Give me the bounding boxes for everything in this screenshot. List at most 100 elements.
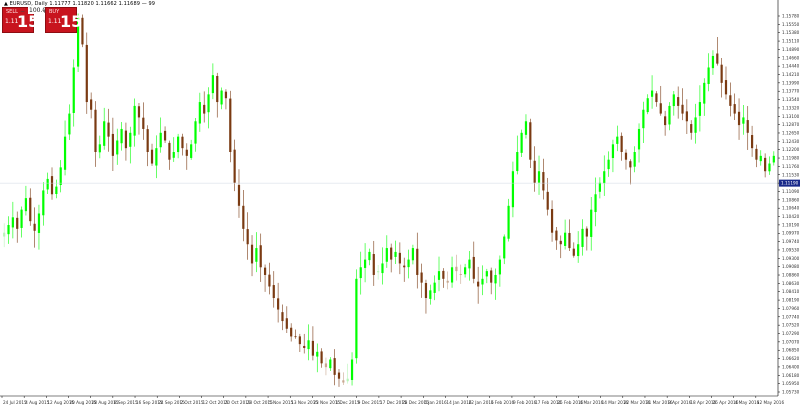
price-tick-label: 1.06400 <box>782 364 800 369</box>
price-tick-label: 1.07960 <box>782 306 800 311</box>
candle <box>524 114 528 139</box>
candle <box>650 75 654 109</box>
candle <box>394 240 397 264</box>
candle <box>390 243 393 273</box>
candle <box>550 200 554 242</box>
price-tick-label: 1.06620 <box>782 356 800 361</box>
candle <box>703 78 706 116</box>
lot-size-input[interactable]: 100.00 <box>28 7 51 14</box>
price-tick-label: 1.09530 <box>782 247 800 252</box>
candle <box>285 306 288 334</box>
candle <box>272 271 275 308</box>
candle <box>677 86 680 119</box>
buy-price-prefix: 1.11 <box>48 18 62 25</box>
candle <box>207 87 210 129</box>
price-tag-label: 1.11190 <box>781 181 799 186</box>
candle <box>303 333 306 354</box>
candle <box>498 255 501 287</box>
candle <box>342 372 345 385</box>
candle <box>329 357 332 372</box>
candle <box>711 50 715 75</box>
candle <box>742 104 745 135</box>
candle <box>90 92 93 119</box>
sell-button[interactable]: SELL 1.11 15 0 <box>2 7 39 33</box>
candle <box>655 91 658 107</box>
candle <box>311 326 315 361</box>
price-tick-label: 1.09740 <box>782 239 800 244</box>
price-tick-label: 1.07070 <box>782 339 800 344</box>
candle <box>181 133 184 156</box>
candle <box>707 53 710 92</box>
candle <box>255 232 258 273</box>
candle <box>233 139 236 192</box>
candle <box>472 241 475 284</box>
candle <box>516 135 519 175</box>
time-tick-label: 20 Aug 2015 <box>70 400 97 405</box>
time-tick-label: 4 May 2016 <box>735 400 760 405</box>
time-tick-label: 24 Jul 2015 <box>3 400 27 405</box>
candle <box>446 271 449 290</box>
candle <box>63 120 67 176</box>
candle <box>468 251 471 281</box>
lot-increase-button[interactable]: + <box>42 8 47 15</box>
candle <box>216 72 219 118</box>
candle <box>190 139 193 160</box>
lot-size-control: − 100.00 + <box>20 7 51 19</box>
candle <box>372 240 375 286</box>
candle <box>729 82 732 117</box>
candle <box>168 140 171 170</box>
price-tick-label: 1.14210 <box>782 72 800 77</box>
candle <box>490 267 493 295</box>
candle <box>429 284 432 305</box>
lot-decrease-button[interactable]: − <box>20 8 26 15</box>
candle <box>385 235 388 268</box>
candles-group <box>3 13 775 387</box>
candle <box>224 89 228 110</box>
price-tick-label: 1.13770 <box>782 89 800 94</box>
candle <box>59 160 62 193</box>
sell-label: SELL <box>6 9 18 15</box>
candle <box>577 231 580 263</box>
price-tick-label: 1.10640 <box>782 206 800 211</box>
candle <box>307 324 310 361</box>
price-axis[interactable]: 1.15780 1.15550 1.15380 1.15110 1.14890 1.146… <box>777 0 800 396</box>
candle <box>581 219 584 256</box>
time-tick-label: 1 Feb 2016 <box>491 400 515 405</box>
price-tick-label: 1.08410 <box>782 289 800 294</box>
candle <box>20 206 23 238</box>
candle <box>137 102 141 135</box>
time-tick-label: 8 Sep 2015 <box>114 400 138 405</box>
candle <box>420 263 423 298</box>
buy-button[interactable]: BUY 1.11 15 3 <box>45 7 82 33</box>
price-tick-label: 1.13320 <box>782 105 800 110</box>
candle <box>146 125 149 167</box>
candle <box>503 234 506 265</box>
price-tick-label: 1.11760 <box>782 164 800 169</box>
time-tick-label: 28 Dec 2015 <box>402 400 429 405</box>
candle <box>177 133 180 159</box>
candle <box>698 85 702 132</box>
price-tick-label: 1.08190 <box>782 298 800 303</box>
candle <box>172 137 175 162</box>
candle <box>150 143 154 166</box>
time-tick-label: 26 Apr 2016 <box>712 400 738 405</box>
candle <box>294 329 297 339</box>
time-tick-label: 14 Mar 2016 <box>602 400 629 405</box>
candle <box>7 216 10 244</box>
candle <box>724 66 728 100</box>
candle <box>477 266 480 304</box>
price-tick-label: 1.06180 <box>782 373 800 378</box>
symbol-info-line: ▲ EURUSD, Daily 1.11777 1.11820 1.11662 … <box>4 1 156 7</box>
time-tick-label: 6 Jan 2016 <box>424 400 447 405</box>
time-tick-label: 12 May 2016 <box>757 400 785 405</box>
candle <box>646 94 649 115</box>
time-tick-label: 13 Nov 2015 <box>291 400 318 405</box>
candle <box>407 249 410 279</box>
candle <box>746 106 749 150</box>
time-tick-label: 9 Dec 2015 <box>358 400 382 405</box>
candle <box>564 219 567 250</box>
candle <box>363 243 367 283</box>
